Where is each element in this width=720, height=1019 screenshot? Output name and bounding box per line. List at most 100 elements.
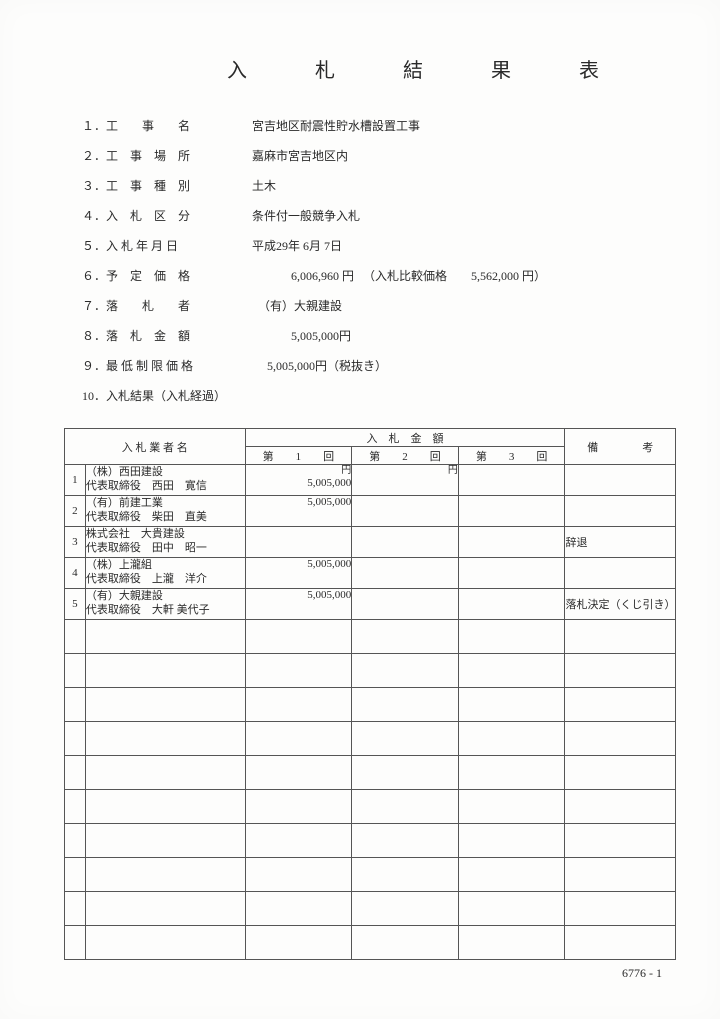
- table-row: [65, 892, 676, 926]
- empty-cell: [65, 654, 86, 688]
- empty-cell: [65, 756, 86, 790]
- empty-cell: [458, 892, 565, 926]
- table-row: 5（有）大親建設代表取締役 大軒 美代子5,005,000落札決定（くじ引き）: [65, 589, 676, 620]
- empty-cell: [565, 688, 676, 722]
- empty-cell: [352, 756, 459, 790]
- empty-cell: [65, 688, 86, 722]
- table-body: 1（株）西田建設代表取締役 西田 寛信円5,005,000円2（有）前建工業代表…: [65, 465, 676, 960]
- empty-cell: [65, 858, 86, 892]
- info-value: （有）大親建設: [252, 297, 672, 314]
- row-number: 4: [65, 558, 86, 589]
- empty-cell: [245, 790, 352, 824]
- empty-cell: [458, 790, 565, 824]
- info-row: ６．予 定 価 格 6,006,960 円 （入札比較価格 5,562,000 …: [82, 267, 672, 284]
- info-value: 平成29年 6月 7日: [252, 237, 672, 254]
- empty-cell: [65, 790, 86, 824]
- info-value: 6,006,960 円 （入札比較価格 5,562,000 円）: [252, 267, 672, 284]
- empty-cell: [85, 926, 245, 960]
- info-label: ７．落 札 者: [82, 297, 252, 314]
- info-label: ９．最 低 制 限 価 格: [82, 357, 252, 374]
- info-label: ８．落 札 金 額: [82, 327, 252, 344]
- info-value: 宮吉地区耐震性貯水槽設置工事: [252, 117, 672, 134]
- info-value: 条件付一般競争入札: [252, 207, 672, 224]
- empty-cell: [245, 654, 352, 688]
- empty-cell: [85, 892, 245, 926]
- empty-cell: [245, 858, 352, 892]
- table-row: 2（有）前建工業代表取締役 柴田 直美5,005,000: [65, 496, 676, 527]
- document-page: 入 札 結 果 表 １．工 事 名宮吉地区耐震性貯水槽設置工事２．工 事 場 所…: [0, 0, 720, 1019]
- table-row: [65, 824, 676, 858]
- empty-cell: [65, 620, 86, 654]
- bidder-name: （株）西田建設代表取締役 西田 寛信: [85, 465, 245, 496]
- amount-cell: 円5,005,000: [245, 465, 352, 496]
- empty-cell: [85, 654, 245, 688]
- table-row: [65, 858, 676, 892]
- empty-cell: [245, 926, 352, 960]
- empty-cell: [245, 824, 352, 858]
- amount-cell: [245, 527, 352, 558]
- amount-cell: [458, 527, 565, 558]
- empty-cell: [85, 858, 245, 892]
- row-number: 1: [65, 465, 86, 496]
- info-row: ９．最 低 制 限 価 格 5,005,000円（税抜き）: [82, 357, 672, 374]
- empty-cell: [85, 722, 245, 756]
- table-row: 1（株）西田建設代表取締役 西田 寛信円5,005,000円: [65, 465, 676, 496]
- amount-cell: [352, 558, 459, 589]
- amount-cell: [352, 496, 459, 527]
- amount-cell: 円: [352, 465, 459, 496]
- amount-cell: [458, 558, 565, 589]
- empty-cell: [565, 790, 676, 824]
- empty-cell: [245, 756, 352, 790]
- th-amount-group: 入 札 金 額: [245, 429, 565, 447]
- info-label: ６．予 定 価 格: [82, 267, 252, 284]
- empty-cell: [565, 926, 676, 960]
- empty-cell: [565, 722, 676, 756]
- info-label: ５．入 札 年 月 日: [82, 237, 252, 254]
- empty-cell: [352, 688, 459, 722]
- th-remarks: 備 考: [565, 429, 676, 465]
- empty-cell: [65, 892, 86, 926]
- empty-cell: [352, 620, 459, 654]
- th-round2: 第 2 回: [352, 447, 459, 465]
- bidder-name: （有）大親建設代表取締役 大軒 美代子: [85, 589, 245, 620]
- empty-cell: [565, 892, 676, 926]
- row-number: 5: [65, 589, 86, 620]
- bidder-name: （有）前建工業代表取締役 柴田 直美: [85, 496, 245, 527]
- info-row: ８．落 札 金 額 5,005,000円: [82, 327, 672, 344]
- page-title: 入 札 結 果 表: [178, 54, 672, 83]
- empty-cell: [458, 756, 565, 790]
- info-row: ２．工 事 場 所嘉麻市宮吉地区内: [82, 147, 672, 164]
- th-round1: 第 1 回: [245, 447, 352, 465]
- empty-cell: [352, 858, 459, 892]
- info-block: １．工 事 名宮吉地区耐震性貯水槽設置工事２．工 事 場 所嘉麻市宮吉地区内３．…: [82, 117, 672, 404]
- table-row: 3株式会社 大貴建設代表取締役 田中 昭一辞退: [65, 527, 676, 558]
- info-label: ４．入 札 区 分: [82, 207, 252, 224]
- empty-cell: [245, 688, 352, 722]
- empty-cell: [85, 620, 245, 654]
- table-row: [65, 620, 676, 654]
- empty-cell: [565, 620, 676, 654]
- empty-cell: [85, 756, 245, 790]
- info-label: ３．工 事 種 別: [82, 177, 252, 194]
- empty-cell: [352, 654, 459, 688]
- table-row: [65, 654, 676, 688]
- empty-cell: [458, 722, 565, 756]
- empty-cell: [458, 620, 565, 654]
- empty-cell: [85, 824, 245, 858]
- empty-cell: [458, 926, 565, 960]
- row-number: 2: [65, 496, 86, 527]
- info-value: 土木: [252, 177, 672, 194]
- empty-cell: [245, 620, 352, 654]
- table-row: [65, 688, 676, 722]
- empty-cell: [458, 688, 565, 722]
- remark-cell: 落札決定（くじ引き）: [565, 589, 676, 620]
- remark-cell: [565, 558, 676, 589]
- page-number: 6776 - 1: [58, 966, 662, 981]
- bidder-name: 株式会社 大貴建設代表取締役 田中 昭一: [85, 527, 245, 558]
- empty-cell: [352, 926, 459, 960]
- empty-cell: [352, 790, 459, 824]
- remark-cell: [565, 465, 676, 496]
- empty-cell: [85, 688, 245, 722]
- table-row: [65, 790, 676, 824]
- info-row: 10．入札結果（入札経過）: [82, 387, 672, 404]
